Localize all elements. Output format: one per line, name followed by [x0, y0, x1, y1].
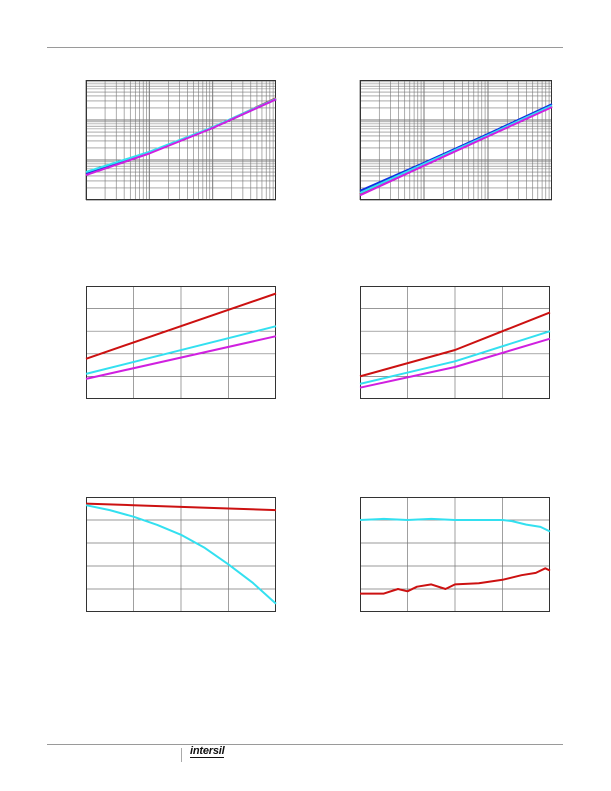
series-line-cyan: [85, 504, 277, 605]
series-line-blue: [359, 103, 553, 192]
series-line-magenta: [85, 335, 277, 380]
plot-frame: [360, 497, 550, 612]
grid: [86, 286, 276, 399]
chart-3: [85, 286, 277, 399]
series-line-red: [360, 567, 551, 595]
chart-6: [359, 497, 551, 612]
footer-separator: [181, 748, 182, 762]
chart-2: [359, 80, 553, 201]
series-line-cyan: [85, 325, 277, 375]
header-rule: [47, 47, 563, 48]
plot-frame: [86, 286, 276, 399]
series-line-red: [359, 311, 551, 378]
series-line-cyan: [359, 330, 551, 385]
grid: [86, 497, 276, 612]
series-line-cyan: [85, 97, 277, 173]
footer-rule: [47, 744, 563, 745]
plot-frame: [360, 286, 550, 399]
series-line-magenta: [359, 337, 551, 389]
series-line-cyan: [359, 517, 551, 533]
plot-frame: [86, 80, 276, 200]
series-line-magenta: [359, 106, 553, 197]
chart-5: [85, 497, 277, 612]
chart-1: [85, 80, 277, 201]
plot-frame: [86, 497, 276, 612]
plot-frame: [360, 80, 552, 200]
intersil-logo: intersil: [190, 745, 225, 758]
chart-4: [359, 286, 551, 399]
series-line-cyan: [359, 104, 553, 194]
series-line-red: [85, 502, 277, 512]
series-line-magenta: [85, 98, 277, 177]
grid: [360, 497, 550, 612]
series-line-red: [85, 292, 277, 360]
grid: [85, 80, 276, 201]
